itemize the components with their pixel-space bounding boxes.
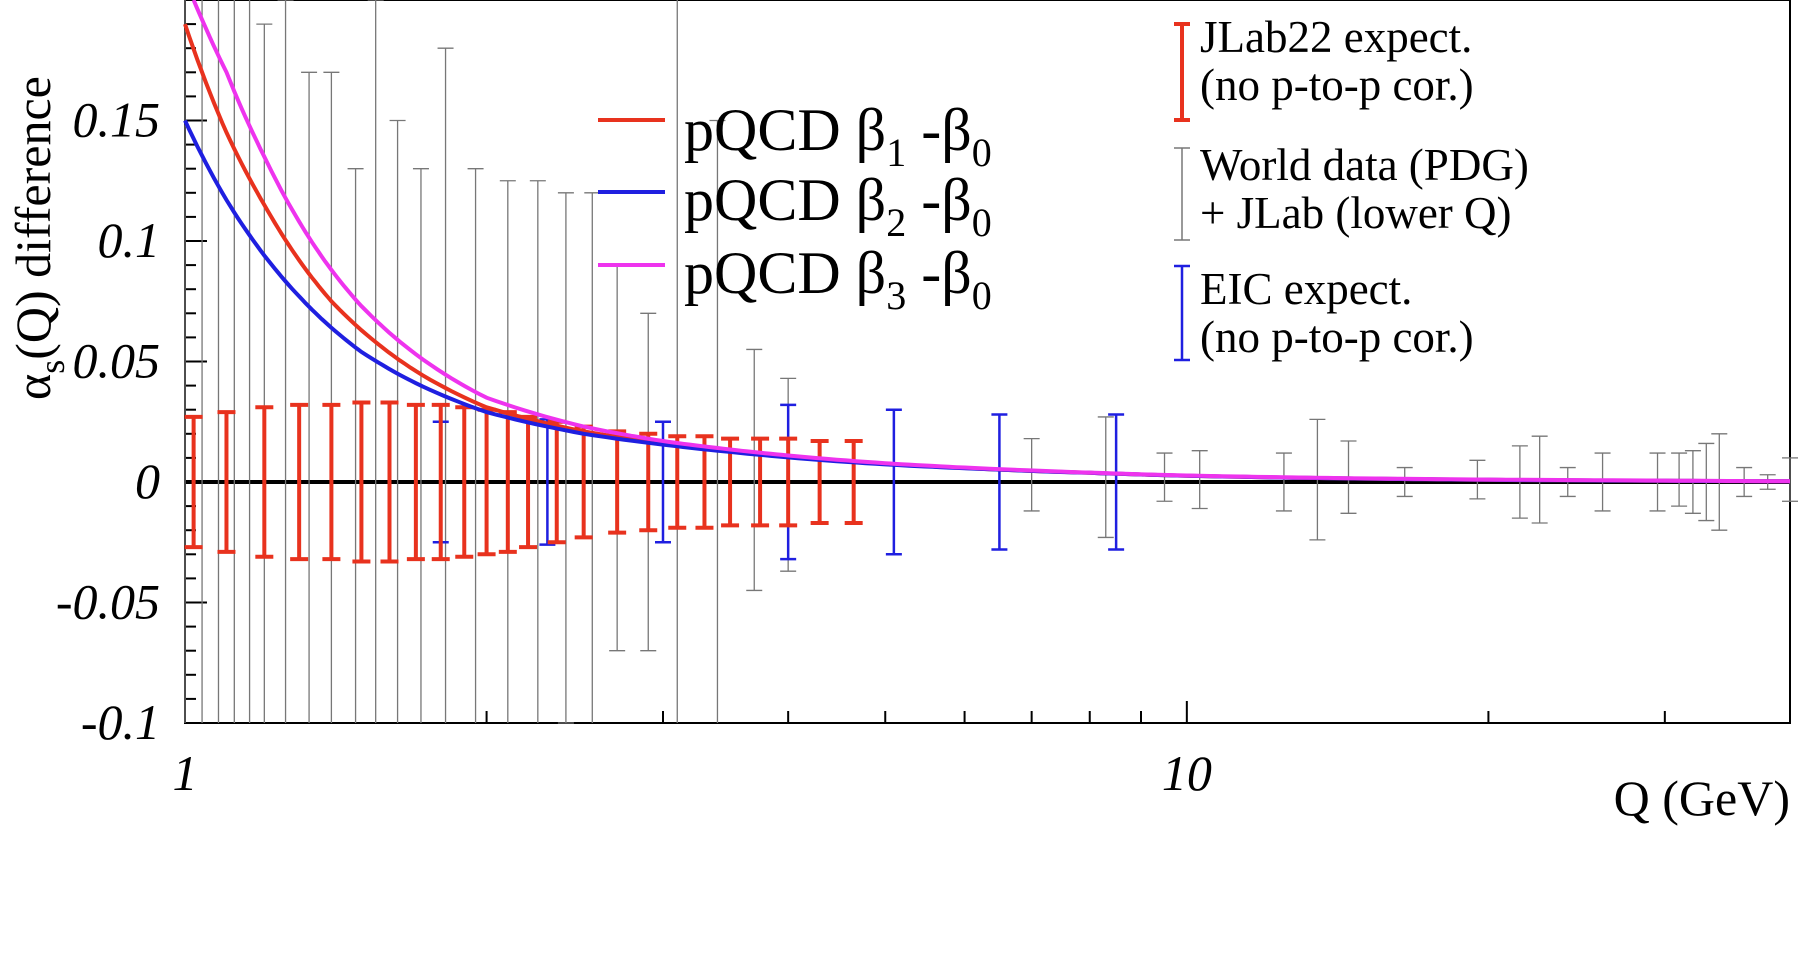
world-data-series (184, 0, 1798, 724)
y-tick-label: 0.05 (73, 333, 161, 389)
world-point (389, 119, 406, 723)
x-tick-label: 10 (1162, 745, 1212, 801)
world-point (584, 192, 601, 723)
legend-eic-line1: EIC expect. (1200, 264, 1412, 314)
jlab22-point (184, 414, 203, 550)
legend-curve-2-label: pQCD β2 -β0 (684, 167, 992, 245)
y-axis-title-rest: (Q) difference (5, 76, 61, 360)
world-point (347, 168, 364, 723)
curve-beta1 (183, 23, 1791, 484)
y-tick-label: -0.1 (81, 694, 160, 750)
legend-curve-1-sub2: 0 (972, 130, 992, 175)
legend-curve-1-sub1: 1 (886, 130, 906, 175)
y-tick-label: 0.15 (73, 92, 161, 148)
jlab22-point (695, 434, 714, 530)
y-axis-title: αs(Q) difference (5, 76, 72, 400)
legend-curve-2-sub2: 0 (972, 200, 992, 245)
world-point (1275, 452, 1292, 512)
legend-world-marker (1174, 147, 1190, 241)
jlab22-point (255, 405, 274, 559)
legend-world: World data (PDG) + JLab (lower Q) (1174, 140, 1529, 241)
curves (183, 0, 1791, 484)
eic-point (885, 408, 902, 556)
legend-curve-2-pre: pQCD β (684, 167, 886, 233)
jlab22-point (406, 402, 425, 562)
legend-curve-3-sub2: 0 (972, 273, 992, 318)
legend-jlab22-marker (1174, 22, 1190, 122)
legend-curve-3: pQCD β3 -β0 (598, 240, 992, 318)
y-tick-label: -0.05 (56, 574, 160, 630)
curve-beta3 (191, 0, 1791, 484)
jlab22-point (639, 431, 658, 533)
jlab22-point (352, 400, 371, 564)
legend-world-line1: World data (PDG) (1200, 140, 1529, 190)
world-point (437, 47, 454, 723)
world-point (467, 168, 484, 723)
world-point (277, 0, 294, 723)
y-axis-title-alpha: α (5, 374, 61, 400)
world-point (323, 71, 340, 723)
world-point (1156, 452, 1173, 502)
legend-world-line2: + JLab (lower Q) (1200, 188, 1512, 238)
eic-point (991, 413, 1008, 551)
legend-curve-3-pre: pQCD β (684, 240, 886, 306)
world-point (412, 168, 429, 723)
world-point (529, 180, 546, 723)
y-tick-label: 0 (135, 453, 160, 509)
world-point (709, 119, 726, 723)
jlab22-point (668, 434, 687, 530)
jlab22-point (779, 436, 798, 528)
plot-area (183, 0, 1798, 724)
y-tick-labels: 0.15 0.1 0.05 0 -0.05 -0.1 (56, 92, 160, 751)
legend-curve-2-sub1: 2 (886, 200, 906, 245)
legend-curve-3-mid: -β (906, 240, 972, 306)
legend-points: JLab22 expect. (no p-to-p cor.) World da… (1174, 12, 1529, 362)
world-point (256, 23, 273, 723)
legend-curve-2: pQCD β2 -β0 (598, 167, 992, 245)
y-tick-label: 0.1 (98, 212, 161, 268)
legend-curve-2-mid: -β (906, 167, 972, 233)
legend-curve-3-sub1: 3 (886, 273, 906, 318)
x-tick-label: 1 (173, 745, 198, 801)
world-point (1023, 437, 1040, 512)
world-point (301, 71, 318, 723)
x-axis-title: Q (GeV) (1614, 770, 1790, 826)
legend-curve-1-label: pQCD β1 -β0 (684, 97, 992, 175)
x-tick-labels: 1 10 (173, 745, 1212, 801)
world-point (1396, 466, 1413, 498)
legend-curve-1: pQCD β1 -β0 (598, 97, 992, 175)
legend-curve-1-mid: -β (906, 97, 972, 163)
jlab22-point (810, 439, 829, 525)
legend-curves: pQCD β1 -β0 pQCD β2 -β0 pQCD β3 -β0 (598, 97, 992, 318)
world-point (557, 192, 574, 724)
legend-curve-1-pre: pQCD β (684, 97, 886, 163)
legend-eic-line2: (no p-to-p cor.) (1200, 312, 1474, 362)
legend-eic: EIC expect. (no p-to-p cor.) (1174, 264, 1474, 362)
jlab22-point (380, 400, 399, 564)
legend-eic-marker (1174, 264, 1190, 362)
jlab22-point (322, 402, 341, 562)
eic-point (1108, 413, 1125, 551)
jlab22-point (290, 402, 309, 562)
y-axis-title-sub: s (32, 360, 72, 374)
jlab22-point (844, 439, 863, 525)
world-point (1191, 450, 1208, 510)
legend-jlab22-line1: JLab22 expect. (1200, 12, 1472, 62)
legend-curve-3-label: pQCD β3 -β0 (684, 240, 992, 318)
jlab22-point (431, 402, 450, 562)
legend-jlab22: JLab22 expect. (no p-to-p cor.) (1174, 12, 1474, 122)
world-point (746, 348, 763, 592)
legend-jlab22-line2: (no p-to-p cor.) (1200, 60, 1474, 110)
world-point (1097, 416, 1114, 539)
jlab22-point (217, 410, 236, 554)
